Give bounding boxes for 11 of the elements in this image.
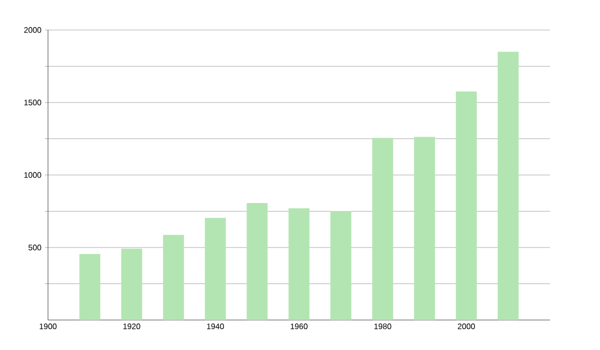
bar — [246, 202, 268, 320]
bar — [163, 234, 184, 320]
bar — [372, 138, 394, 320]
bar — [456, 91, 477, 320]
bar — [121, 248, 142, 320]
bar — [330, 210, 352, 320]
bar — [498, 52, 519, 320]
bar — [288, 208, 310, 320]
bar — [79, 254, 100, 320]
bar — [414, 136, 435, 320]
bar — [204, 218, 226, 320]
